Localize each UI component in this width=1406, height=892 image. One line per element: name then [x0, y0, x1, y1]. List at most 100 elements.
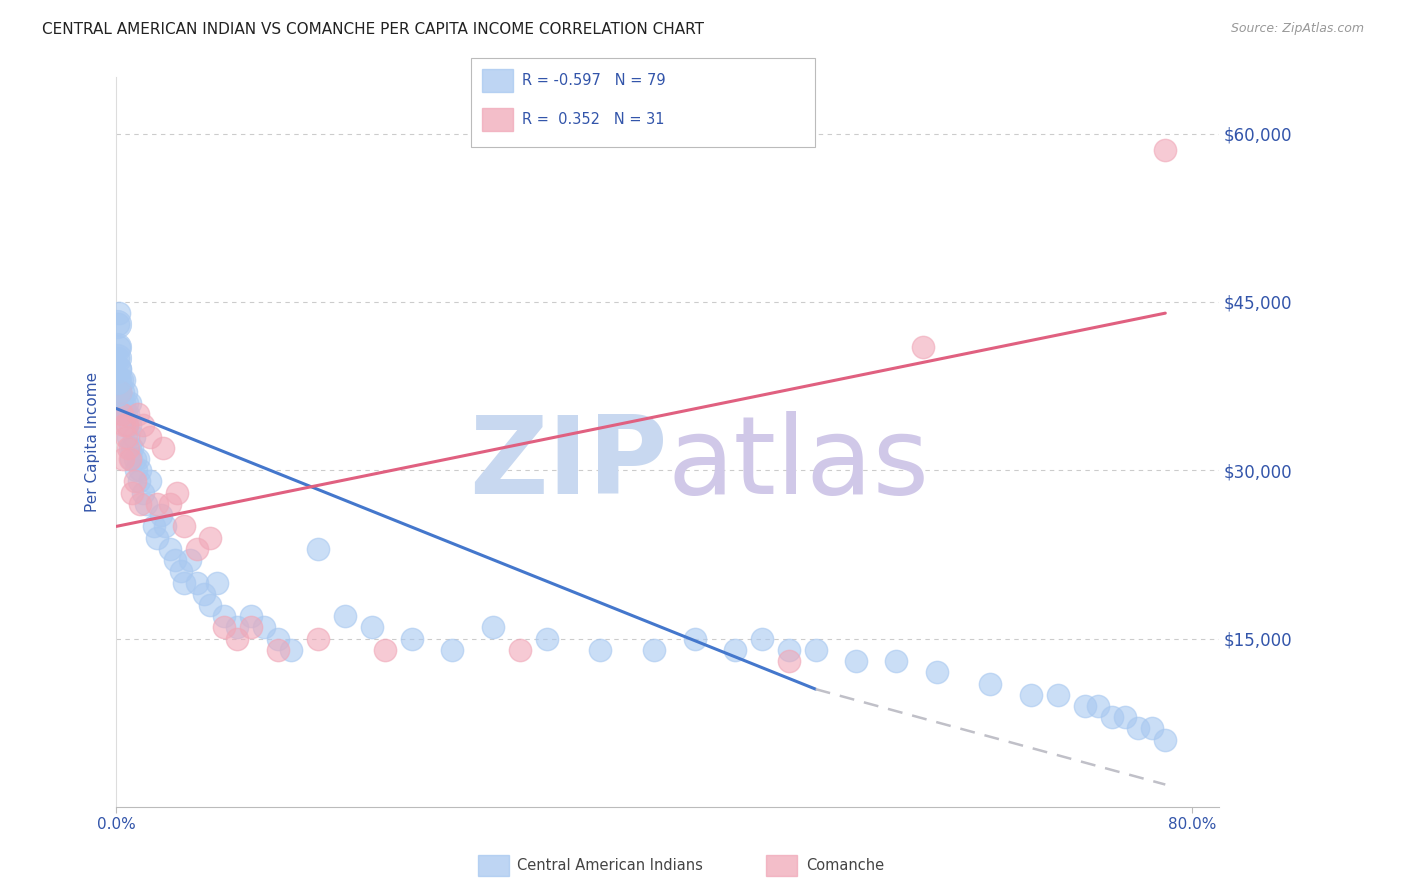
- Point: [179, 553, 201, 567]
- Point: [166, 485, 188, 500]
- Point: [122, 429, 145, 443]
- Point: [132, 418, 155, 433]
- Point: [118, 418, 141, 433]
- Point: [117, 407, 139, 421]
- Point: [374, 643, 396, 657]
- Point: [107, 351, 129, 365]
- Point: [153, 519, 176, 533]
- Point: [124, 475, 146, 489]
- Point: [142, 519, 165, 533]
- Point: [111, 452, 134, 467]
- Point: [139, 475, 162, 489]
- Text: atlas: atlas: [668, 411, 929, 517]
- Point: [159, 541, 181, 556]
- Point: [979, 676, 1001, 690]
- Y-axis label: Per Capita Income: Per Capita Income: [86, 372, 100, 512]
- Point: [112, 396, 135, 410]
- Text: Central American Indians: Central American Indians: [517, 858, 703, 872]
- Point: [212, 620, 235, 634]
- Text: R =  0.352   N = 31: R = 0.352 N = 31: [522, 112, 664, 127]
- Point: [152, 441, 174, 455]
- Point: [683, 632, 706, 646]
- Point: [149, 508, 172, 523]
- Point: [108, 374, 131, 388]
- Point: [135, 497, 157, 511]
- Point: [105, 362, 128, 376]
- Point: [205, 575, 228, 590]
- Point: [1073, 698, 1095, 713]
- Point: [111, 384, 134, 399]
- Point: [111, 407, 134, 421]
- Point: [105, 384, 128, 399]
- Point: [173, 519, 195, 533]
- Point: [114, 384, 136, 399]
- Point: [165, 553, 187, 567]
- Point: [129, 497, 152, 511]
- Point: [239, 609, 262, 624]
- Text: Comanche: Comanche: [806, 858, 884, 872]
- Point: [1154, 144, 1177, 158]
- Point: [107, 318, 129, 332]
- Point: [124, 452, 146, 467]
- Point: [111, 374, 134, 388]
- Point: [110, 384, 132, 399]
- Point: [159, 497, 181, 511]
- Point: [108, 340, 131, 354]
- Point: [1087, 698, 1109, 713]
- Point: [112, 374, 135, 388]
- Point: [111, 396, 134, 410]
- Point: [115, 418, 138, 433]
- Point: [114, 429, 136, 443]
- Point: [333, 609, 356, 624]
- Point: [1046, 688, 1069, 702]
- Point: [127, 452, 149, 467]
- Point: [253, 620, 276, 634]
- Point: [441, 643, 464, 657]
- Point: [778, 654, 800, 668]
- Point: [105, 318, 128, 332]
- Point: [212, 609, 235, 624]
- Point: [1019, 688, 1042, 702]
- Point: [266, 643, 288, 657]
- Point: [120, 452, 142, 467]
- Point: [360, 620, 382, 634]
- Point: [105, 374, 128, 388]
- Point: [751, 632, 773, 646]
- Point: [1101, 710, 1123, 724]
- Point: [200, 598, 222, 612]
- Point: [105, 340, 128, 354]
- Point: [1154, 732, 1177, 747]
- Point: [127, 407, 149, 421]
- Point: [1140, 722, 1163, 736]
- Point: [173, 575, 195, 590]
- Point: [778, 643, 800, 657]
- Point: [200, 531, 222, 545]
- Point: [307, 632, 329, 646]
- Point: [266, 632, 288, 646]
- Point: [145, 531, 167, 545]
- Point: [139, 429, 162, 443]
- Point: [804, 643, 827, 657]
- Point: [509, 643, 531, 657]
- Point: [114, 407, 136, 421]
- Text: R = -0.597   N = 79: R = -0.597 N = 79: [522, 73, 665, 87]
- Point: [589, 643, 612, 657]
- Point: [912, 340, 935, 354]
- Point: [482, 620, 505, 634]
- Point: [121, 441, 143, 455]
- Point: [226, 632, 249, 646]
- Point: [108, 306, 131, 320]
- Point: [121, 485, 143, 500]
- Point: [110, 362, 132, 376]
- Point: [186, 541, 208, 556]
- Point: [115, 418, 138, 433]
- Point: [401, 632, 423, 646]
- Point: [118, 441, 141, 455]
- Point: [112, 418, 135, 433]
- Point: [132, 485, 155, 500]
- Point: [105, 351, 128, 365]
- Point: [239, 620, 262, 634]
- Point: [170, 564, 193, 578]
- Point: [193, 587, 215, 601]
- Point: [118, 396, 141, 410]
